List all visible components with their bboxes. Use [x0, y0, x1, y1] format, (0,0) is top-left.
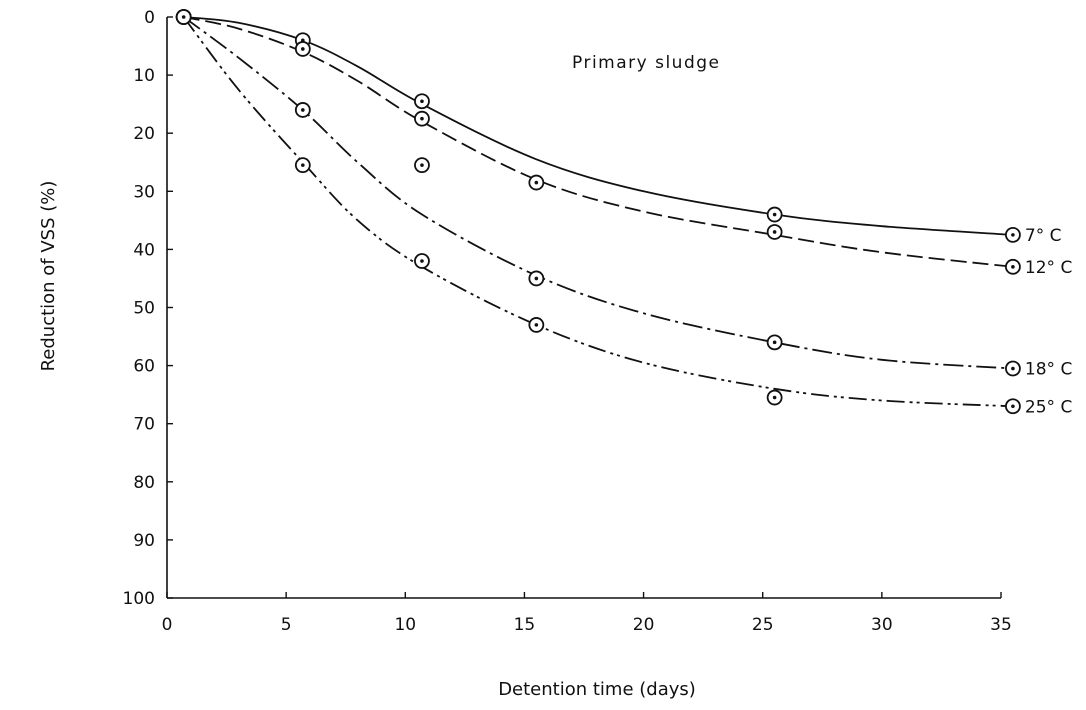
x-axis-title: Detention time (days)	[498, 679, 696, 700]
y-tick-label: 40	[133, 240, 155, 260]
data-point-center	[772, 212, 777, 217]
data-point-center	[1011, 265, 1015, 269]
x-tick-label: 5	[281, 615, 292, 635]
series-line	[183, 16, 1013, 268]
x-tick-label: 15	[514, 615, 536, 635]
y-tick-label: 10	[133, 66, 155, 86]
axes: 0 10 20 30 40 50 60 70 80 90 100 0 5 10 15 20 25 30 35	[123, 8, 1012, 635]
x-tick-label: 30	[871, 615, 893, 635]
data-point-center	[420, 163, 424, 167]
y-axis-title: Reduction of VSS (%)	[38, 181, 59, 372]
data-point-center	[301, 108, 305, 112]
data-markers	[175, 9, 1021, 415]
data-point-center	[1011, 233, 1015, 237]
data-point-center	[181, 15, 186, 19]
y-tick-label: 60	[133, 357, 155, 377]
y-tick-label: 50	[133, 299, 155, 319]
y-tick-label: 0	[144, 8, 155, 28]
x-tick-label: 20	[633, 615, 655, 635]
x-tick-label: 35	[990, 615, 1012, 635]
series-line	[183, 16, 1013, 370]
data-point-center	[772, 340, 777, 345]
data-point-center	[534, 323, 539, 327]
data-point-center	[772, 230, 777, 234]
series-label: 7° C	[1025, 226, 1062, 246]
chart-title: Primary sludge	[572, 53, 721, 73]
series-line	[182, 16, 1013, 408]
y-tick-label: 30	[133, 182, 155, 202]
y-tick-label: 90	[133, 531, 155, 551]
data-point-center	[301, 163, 305, 167]
y-tick-label: 80	[133, 473, 155, 493]
y-tick-label: 20	[133, 124, 155, 144]
data-point-center	[1011, 404, 1015, 409]
series-label: 12° C	[1025, 258, 1072, 278]
series-label: 25° C	[1025, 397, 1072, 417]
x-tick-label: 10	[394, 615, 416, 635]
x-tick-label: 0	[162, 615, 173, 635]
data-point-center	[534, 180, 539, 185]
data-point-center	[420, 116, 424, 121]
series-label: 18° C	[1025, 360, 1072, 380]
data-point-center	[1011, 366, 1015, 371]
x-tick-label: 25	[752, 615, 774, 635]
data-point-center	[534, 276, 539, 281]
series-labels: 7° C 12° C 18° C 25° C	[1025, 226, 1072, 417]
data-point-center	[420, 259, 424, 263]
y-tick-label: 100	[123, 589, 155, 609]
series-line	[183, 16, 1013, 236]
series-curves	[182, 16, 1013, 408]
data-point-center	[772, 395, 777, 400]
data-point-center	[420, 99, 424, 104]
y-tick-label: 70	[133, 415, 155, 435]
data-point-center	[301, 47, 305, 51]
